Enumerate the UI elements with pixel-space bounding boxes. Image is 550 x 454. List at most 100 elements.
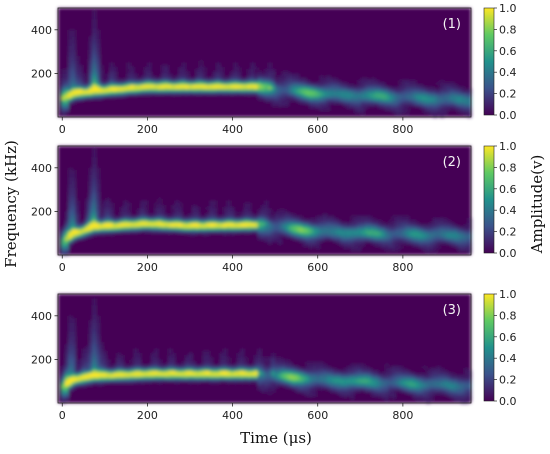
heatmap-cell [219, 355, 224, 358]
heatmap-cell [350, 103, 355, 107]
heatmap-cell [95, 31, 100, 35]
heatmap-cell [82, 374, 87, 378]
heatmap-cell [168, 215, 173, 219]
heatmap-cell [374, 82, 379, 85]
heatmap-cell [278, 211, 283, 215]
heatmap-cell [202, 71, 207, 74]
heatmap-cell [92, 361, 97, 365]
heatmap-cell [309, 86, 314, 90]
heatmap-cell [250, 220, 255, 223]
heatmap-cell [388, 101, 393, 105]
heatmap-cell [106, 363, 111, 367]
heatmap-cell [75, 385, 80, 389]
heatmap-cell [175, 370, 180, 374]
heatmap-cell [230, 71, 235, 74]
heatmap-cell [168, 370, 173, 374]
heatmap-cell [433, 392, 438, 395]
heatmap-cell [402, 376, 407, 380]
heatmap-cell [429, 235, 434, 239]
heatmap-cell [88, 86, 94, 90]
heatmap-cell [88, 84, 94, 88]
heatmap-cell [281, 99, 286, 103]
heatmap-cell [274, 82, 279, 85]
heatmap-cell [267, 209, 272, 212]
heatmap-cell [360, 363, 365, 367]
heatmap-cell [233, 86, 238, 90]
heatmap-cell [305, 394, 310, 398]
heatmap-cell [388, 248, 393, 252]
heatmap-cell [61, 79, 66, 83]
heatmap-cell [68, 180, 73, 184]
heatmap-cell [281, 361, 286, 365]
heatmap-cell [316, 97, 321, 101]
heatmap-cell [457, 95, 462, 98]
heatmap-cell [230, 207, 235, 210]
heatmap-cell [388, 394, 393, 398]
heatmap-cell [388, 246, 393, 250]
heatmap-cell [226, 222, 231, 226]
heatmap-cell [367, 79, 372, 83]
heatmap-cell [446, 106, 451, 109]
heatmap-cell [457, 248, 462, 252]
heatmap-cell [353, 365, 359, 369]
heatmap-cell [192, 379, 197, 382]
heatmap-cell [195, 372, 200, 376]
heatmap-cell [288, 372, 293, 376]
heatmap-cell [398, 103, 403, 107]
heatmap-cell [457, 241, 462, 245]
heatmap-cell [181, 361, 186, 365]
heatmap-cell [99, 213, 104, 217]
heatmap-cell [202, 224, 207, 228]
heatmap-cell [137, 365, 142, 369]
heatmap-cell [202, 365, 207, 369]
heatmap-cell [450, 106, 455, 109]
heatmap-cell [292, 368, 297, 371]
heatmap-cell [64, 379, 69, 382]
heatmap-cell [212, 231, 217, 234]
heatmap-cell [257, 374, 262, 378]
heatmap-cell [243, 222, 248, 226]
heatmap-cell [119, 217, 124, 221]
heatmap-cell [230, 77, 235, 81]
heatmap-cell [467, 228, 472, 232]
heatmap-cell [281, 368, 286, 371]
y-axis-label: Frequency (kHz) [2, 140, 20, 268]
heatmap-cell [271, 228, 276, 232]
heatmap-cell [71, 215, 76, 219]
heatmap-cell [68, 29, 73, 33]
heatmap-cell [274, 233, 279, 236]
heatmap-cell [164, 69, 169, 72]
heatmap-cell [446, 381, 451, 384]
heatmap-cell [205, 379, 211, 382]
heatmap-cell [381, 233, 386, 236]
heatmap-cell [102, 86, 107, 90]
heatmap-cell [75, 73, 80, 77]
heatmap-cell [257, 79, 262, 83]
heatmap-cell [371, 220, 376, 223]
heatmap-cell [278, 237, 283, 241]
heatmap-cell [457, 93, 462, 96]
heatmap-cell [302, 235, 307, 239]
heatmap-cell [188, 381, 193, 384]
heatmap-cell [267, 75, 272, 79]
heatmap-cell [147, 69, 152, 72]
heatmap-cell [147, 226, 152, 230]
heatmap-cell [467, 224, 472, 228]
heatmap-cell [319, 215, 324, 219]
heatmap-cell [336, 241, 341, 245]
heatmap-cell [106, 226, 111, 230]
heatmap-cell [278, 90, 283, 94]
heatmap-cell [298, 101, 303, 105]
heatmap-cell [147, 376, 152, 380]
heatmap-cell [236, 75, 242, 79]
heatmap-cell [178, 363, 183, 367]
heatmap-cell [226, 204, 231, 208]
heatmap-cell [78, 95, 83, 98]
heatmap-cell [405, 372, 410, 376]
heatmap-cell [323, 103, 328, 107]
heatmap-cell [271, 381, 276, 384]
heatmap-cell [88, 198, 94, 202]
heatmap-cell [247, 90, 252, 94]
heatmap-cell [305, 228, 310, 232]
heatmap-cell [429, 248, 434, 252]
